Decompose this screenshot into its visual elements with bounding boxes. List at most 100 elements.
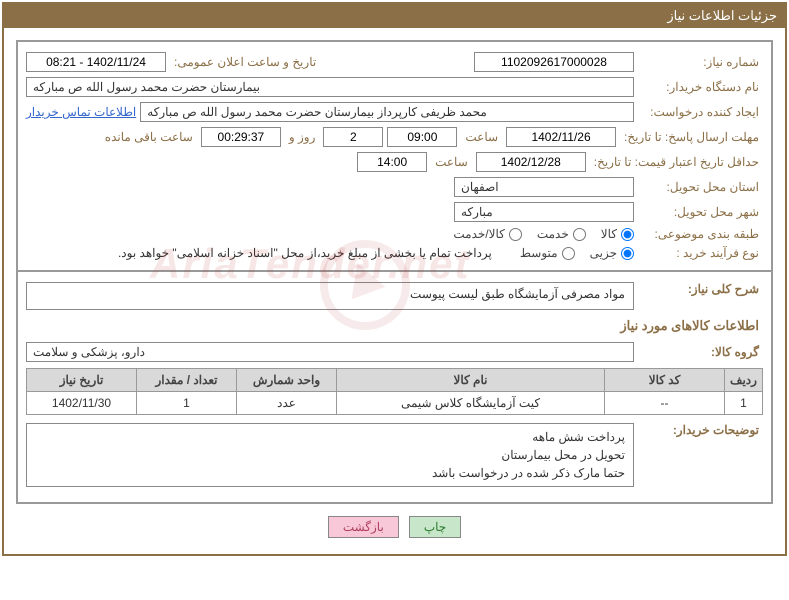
goods-table-body: 1--کیت آزمایشگاه کلاس شیمیعدد11402/11/30: [27, 392, 763, 415]
radio-service[interactable]: خدمت: [537, 227, 586, 241]
buyer-notes-label: توضیحات خریدار:: [638, 423, 763, 437]
contact-link[interactable]: اطلاعات تماس خریدار: [26, 105, 136, 119]
row-validity: حداقل تاریخ اعتبار قیمت: تا تاریخ: ساعت: [26, 152, 763, 172]
table-cell: 1: [725, 392, 763, 415]
radio-both-input[interactable]: [509, 228, 522, 241]
form-frame: شماره نیاز: تاریخ و ساعت اعلان عمومی: نا…: [16, 40, 773, 504]
city-value: مبارکه: [461, 205, 493, 219]
table-cell: 1: [137, 392, 237, 415]
group-value: دارو، پزشکی و سلامت: [33, 345, 145, 359]
radio-goods-label: کالا: [601, 227, 617, 241]
buyer-note-line-3: حتما مارک ذکر شده در درخواست باشد: [35, 464, 625, 482]
buyer-notes-box: پرداخت شش ماهه تحویل در محل بیمارستان حت…: [26, 423, 634, 487]
announce-date-field: [26, 52, 166, 72]
need-number-label: شماره نیاز:: [638, 55, 763, 69]
row-group: گروه کالا: دارو، پزشکی و سلامت: [26, 342, 763, 362]
buyer-field: بیمارستان حضرت محمد رسول الله ص مبارکه: [26, 77, 634, 97]
back-button[interactable]: بازگشت: [328, 516, 399, 538]
page-title: جزئیات اطلاعات نیاز: [667, 8, 777, 23]
deadline-time-input[interactable]: [394, 130, 450, 144]
radio-service-label: خدمت: [537, 227, 569, 241]
row-buyer: نام دستگاه خریدار: بیمارستان حضرت محمد ر…: [26, 77, 763, 97]
requester-value: محمد ظریفی کارپرداز بیمارستان حضرت محمد …: [147, 105, 487, 119]
table-header-cell: کد کالا: [605, 369, 725, 392]
table-header-cell: تعداد / مقدار: [137, 369, 237, 392]
group-field: دارو، پزشکی و سلامت: [26, 342, 634, 362]
hour-label-1: ساعت: [461, 130, 502, 144]
province-value: اصفهان: [461, 180, 499, 194]
table-cell: 1402/11/30: [27, 392, 137, 415]
city-label: شهر محل تحویل:: [638, 205, 763, 219]
radio-both-label: کالا/خدمت: [453, 227, 504, 241]
goods-table: ردیفکد کالانام کالاواحد شمارشتعداد / مقد…: [26, 368, 763, 415]
desc-box: مواد مصرفی آزمایشگاه طبق لیست پیوست: [26, 282, 634, 310]
main-container: جزئیات اطلاعات نیاز شماره نیاز: تاریخ و …: [2, 2, 787, 556]
buyer-note-line-2: تحویل در محل بیمارستان: [35, 446, 625, 464]
countdown-field: [201, 127, 281, 147]
radio-partial[interactable]: جزیی: [590, 246, 634, 260]
row-requester: ایجاد کننده درخواست: محمد ظریفی کارپرداز…: [26, 102, 763, 122]
radio-service-input[interactable]: [573, 228, 586, 241]
validity-date-input[interactable]: [483, 155, 579, 169]
radio-medium[interactable]: متوسط: [520, 246, 575, 260]
validity-date-field: [476, 152, 586, 172]
countdown-input[interactable]: [208, 130, 274, 144]
row-province: استان محل تحویل: اصفهان: [26, 177, 763, 197]
goods-section-title: اطلاعات کالاهای مورد نیاز: [30, 318, 759, 334]
table-header-cell: تاریخ نیاز: [27, 369, 137, 392]
days-input[interactable]: [330, 130, 376, 144]
announce-date-label: تاریخ و ساعت اعلان عمومی:: [170, 55, 320, 69]
buyer-value: بیمارستان حضرت محمد رسول الله ص مبارکه: [33, 80, 260, 94]
table-header-cell: واحد شمارش: [237, 369, 337, 392]
radio-medium-label: متوسط: [520, 246, 558, 260]
radio-both[interactable]: کالا/خدمت: [453, 227, 521, 241]
radio-goods-input[interactable]: [621, 228, 634, 241]
announce-date-input[interactable]: [33, 55, 159, 69]
table-cell: کیت آزمایشگاه کلاس شیمی: [337, 392, 605, 415]
radio-partial-input[interactable]: [621, 247, 634, 260]
buyer-label: نام دستگاه خریدار:: [638, 80, 763, 94]
row-purchase-type: نوع فرآیند خرید : جزیی متوسط پرداخت تمام…: [26, 246, 763, 260]
print-button[interactable]: چاپ: [409, 516, 461, 538]
requester-label: ایجاد کننده درخواست:: [638, 105, 763, 119]
radio-partial-label: جزیی: [590, 246, 617, 260]
payment-note: پرداخت تمام یا بخشی از مبلغ خرید،از محل …: [118, 246, 492, 260]
table-cell: --: [605, 392, 725, 415]
group-label: گروه کالا:: [638, 345, 763, 359]
deadline-label: مهلت ارسال پاسخ: تا تاریخ:: [620, 130, 763, 144]
desc-text: مواد مصرفی آزمایشگاه طبق لیست پیوست: [410, 287, 625, 301]
remaining-label: ساعت باقی مانده: [101, 130, 197, 144]
row-category: طبقه بندی موضوعی: کالا خدمت کالا/خدمت: [26, 227, 763, 241]
deadline-date-field: [506, 127, 616, 147]
button-row: چاپ بازگشت: [16, 504, 773, 542]
page-title-bar: جزئیات اطلاعات نیاز: [4, 4, 785, 28]
buyer-note-line-1: پرداخت شش ماهه: [35, 428, 625, 446]
row-city: شهر محل تحویل: مبارکه: [26, 202, 763, 222]
divider-1: [18, 270, 771, 272]
purchase-type-radio-group: جزیی متوسط: [520, 246, 634, 260]
days-field: [323, 127, 383, 147]
purchase-type-label: نوع فرآیند خرید :: [638, 246, 763, 260]
requester-field: محمد ظریفی کارپرداز بیمارستان حضرت محمد …: [140, 102, 634, 122]
radio-medium-input[interactable]: [562, 247, 575, 260]
deadline-date-input[interactable]: [513, 130, 609, 144]
row-deadline: مهلت ارسال پاسخ: تا تاریخ: ساعت روز و سا…: [26, 127, 763, 147]
content-area: شماره نیاز: تاریخ و ساعت اعلان عمومی: نا…: [4, 28, 785, 554]
validity-label: حداقل تاریخ اعتبار قیمت: تا تاریخ:: [590, 155, 763, 169]
need-number-input[interactable]: [481, 55, 627, 69]
days-and-label: روز و: [285, 130, 320, 144]
validity-time-field: [357, 152, 427, 172]
goods-table-head: ردیفکد کالانام کالاواحد شمارشتعداد / مقد…: [27, 369, 763, 392]
province-label: استان محل تحویل:: [638, 180, 763, 194]
validity-time-input[interactable]: [364, 155, 420, 169]
table-header-cell: ردیف: [725, 369, 763, 392]
category-radio-group: کالا خدمت کالا/خدمت: [453, 227, 634, 241]
row-buyer-notes: توضیحات خریدار: پرداخت شش ماهه تحویل در …: [26, 423, 763, 487]
radio-goods[interactable]: کالا: [601, 227, 634, 241]
hour-label-2: ساعت: [431, 155, 472, 169]
row-need-number: شماره نیاز: تاریخ و ساعت اعلان عمومی:: [26, 52, 763, 72]
need-number-field: [474, 52, 634, 72]
city-field: مبارکه: [454, 202, 634, 222]
table-row: 1--کیت آزمایشگاه کلاس شیمیعدد11402/11/30: [27, 392, 763, 415]
goods-table-header-row: ردیفکد کالانام کالاواحد شمارشتعداد / مقد…: [27, 369, 763, 392]
